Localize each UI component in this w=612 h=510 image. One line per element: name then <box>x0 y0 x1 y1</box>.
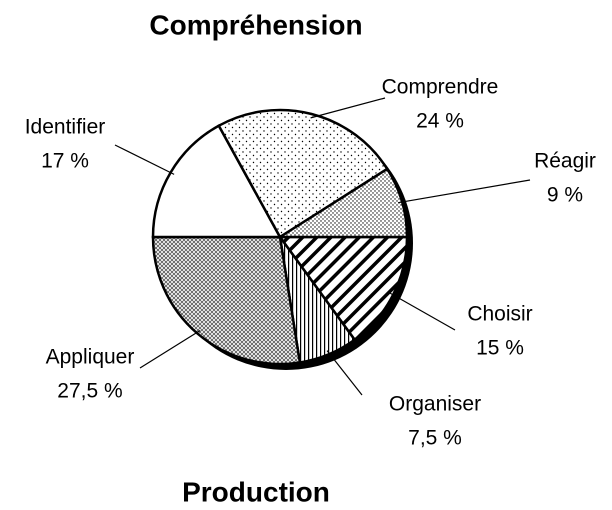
pie-slice <box>151 235 302 366</box>
value-label: 7,5 % <box>408 427 462 450</box>
leader-line <box>398 179 531 204</box>
category-label: Réagir <box>534 150 596 173</box>
pie-slice <box>217 108 389 239</box>
value-label: 9 % <box>547 184 583 207</box>
leader-line <box>310 97 386 119</box>
value-label: 15 % <box>476 337 524 360</box>
chart-subtitle: Production <box>182 476 330 507</box>
value-label: 24 % <box>416 110 464 133</box>
leader-line <box>114 144 175 175</box>
leader-line <box>326 350 363 396</box>
leader-line <box>139 330 201 369</box>
category-label: Choisir <box>467 303 532 326</box>
value-label: 27,5 % <box>57 380 122 403</box>
category-label: Appliquer <box>46 346 135 369</box>
category-label: Organiser <box>389 393 481 416</box>
chart-title: Compréhension <box>149 9 362 40</box>
value-label: 17 % <box>41 150 89 173</box>
category-label: Identifier <box>25 116 106 139</box>
leader-line <box>389 292 456 331</box>
category-label: Comprendre <box>382 76 499 99</box>
